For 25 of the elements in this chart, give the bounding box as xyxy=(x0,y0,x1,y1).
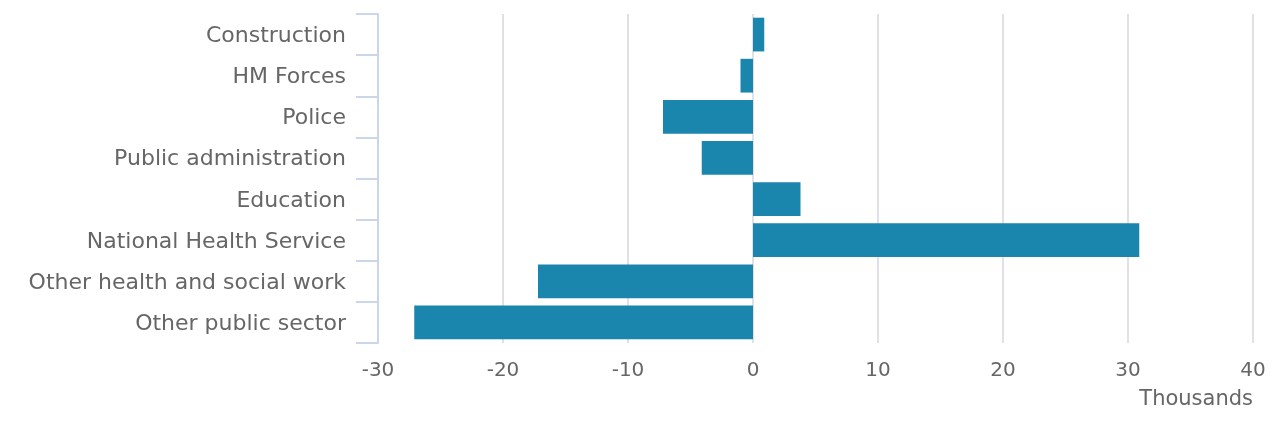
bar xyxy=(414,305,753,340)
x-tick-label: 20 xyxy=(990,357,1016,381)
y-tick-label: Other public sector xyxy=(135,309,347,335)
y-tick-label: National Health Service xyxy=(86,227,346,253)
y-tick-label: HM Forces xyxy=(232,63,346,89)
y-tick-label: Education xyxy=(236,186,346,212)
x-tick-label: -30 xyxy=(361,357,395,381)
x-tick-label: -20 xyxy=(486,357,520,381)
bar xyxy=(753,182,801,216)
bar xyxy=(753,223,1140,258)
bar xyxy=(701,141,753,175)
y-tick-label: Public administration xyxy=(114,145,346,171)
x-tick-label: 30 xyxy=(1115,357,1141,381)
y-tick-label: Other health and social work xyxy=(28,268,347,294)
x-axis-title: Thousands xyxy=(1138,385,1253,410)
bar xyxy=(663,99,753,134)
bar xyxy=(538,264,753,299)
y-tick-label: Construction xyxy=(205,22,346,48)
bar xyxy=(740,58,753,93)
x-tick-label: 10 xyxy=(865,357,891,381)
x-tick-label: 40 xyxy=(1240,357,1266,381)
bar xyxy=(753,17,765,52)
x-tick-label: 0 xyxy=(746,357,760,381)
x-tick-label: -10 xyxy=(611,357,645,381)
y-tick-label: Police xyxy=(282,104,346,130)
